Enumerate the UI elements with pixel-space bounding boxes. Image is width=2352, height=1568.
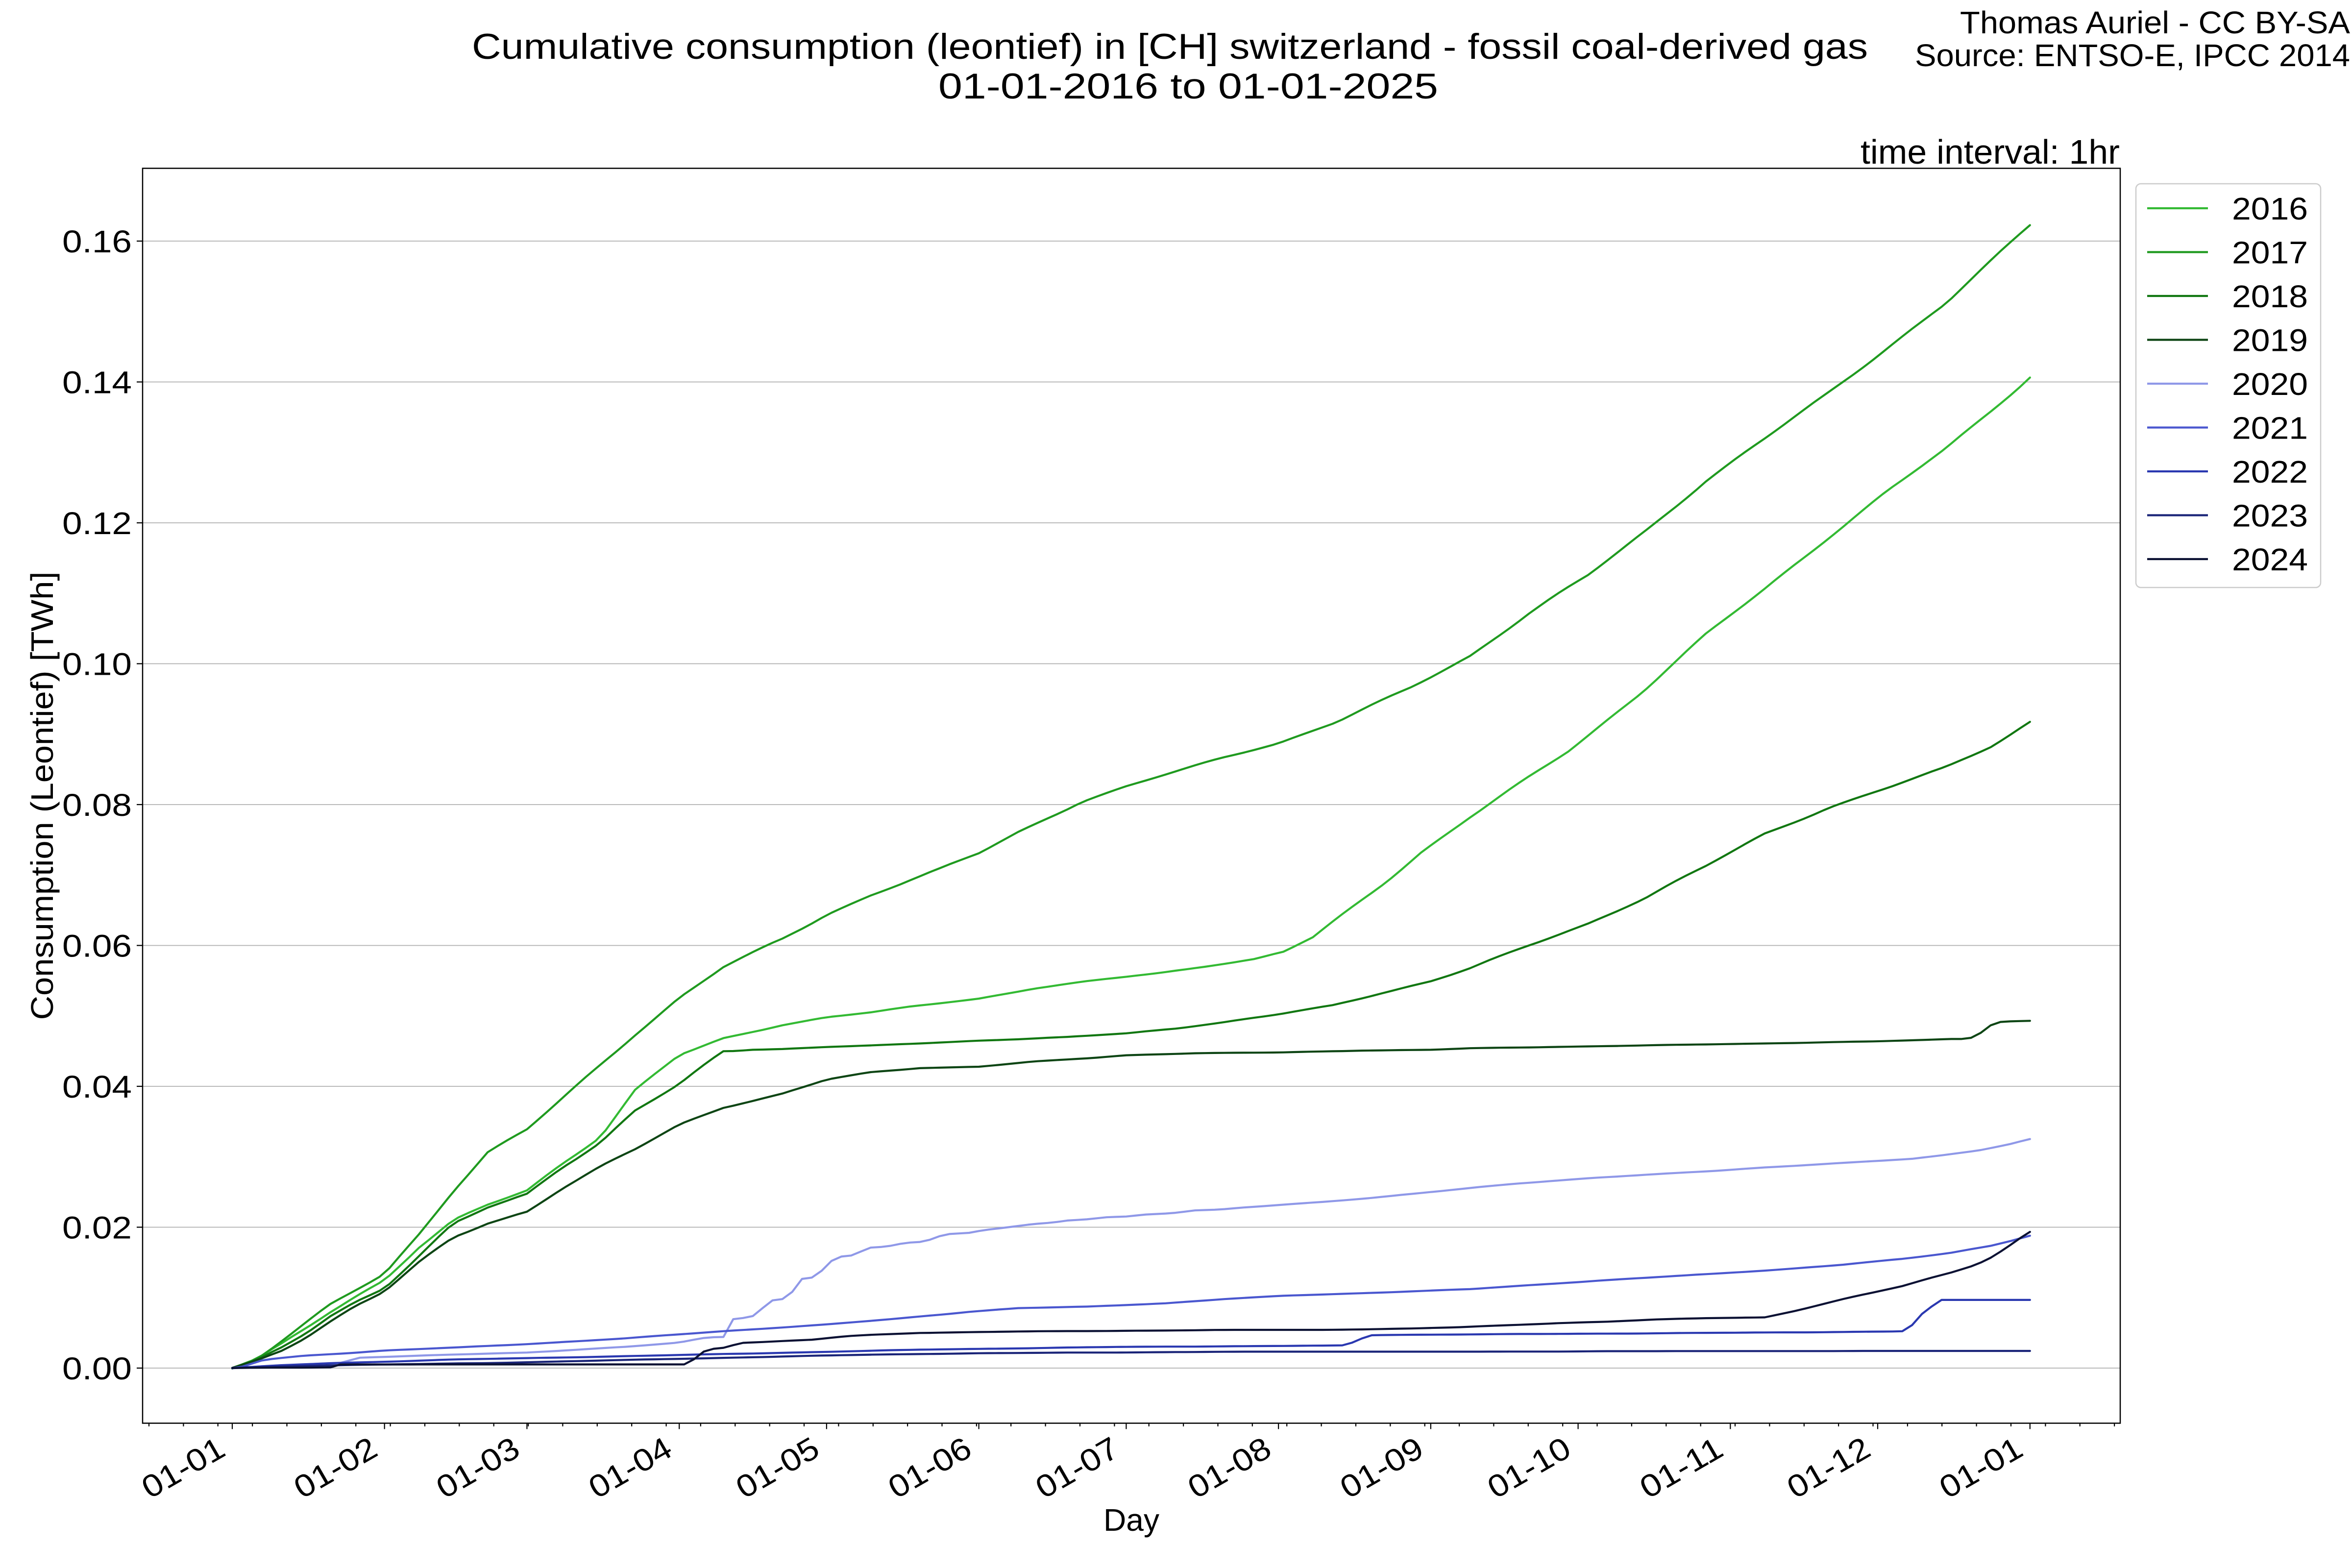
svg-text:0.14: 0.14 (62, 365, 132, 400)
svg-text:0.16: 0.16 (62, 224, 132, 259)
svg-text:2021: 2021 (2232, 411, 2308, 446)
svg-text:0.02: 0.02 (62, 1210, 132, 1246)
svg-text:Source: ENTSO-E, IPCC 2014: Source: ENTSO-E, IPCC 2014 (1915, 38, 2350, 73)
svg-text:01-01-2016 to 01-01-2025: 01-01-2016 to 01-01-2025 (938, 67, 1438, 106)
svg-text:0.04: 0.04 (62, 1069, 132, 1104)
svg-text:2020: 2020 (2232, 367, 2308, 402)
svg-text:2018: 2018 (2232, 279, 2308, 314)
svg-text:0.10: 0.10 (62, 647, 132, 682)
svg-text:Cumulative consumption (leonti: Cumulative consumption (leontief) in [CH… (472, 27, 1868, 67)
svg-text:Thomas Auriel - CC BY-SA: Thomas Auriel - CC BY-SA (1960, 5, 2350, 40)
svg-text:2022: 2022 (2232, 454, 2308, 490)
svg-text:Day: Day (1103, 1502, 1159, 1538)
svg-text:0.12: 0.12 (62, 506, 132, 541)
svg-text:time interval: 1hr: time interval: 1hr (1861, 133, 2120, 171)
svg-text:0.00: 0.00 (62, 1351, 132, 1386)
svg-text:0.06: 0.06 (62, 929, 132, 964)
svg-text:2016: 2016 (2232, 191, 2308, 226)
svg-text:2019: 2019 (2232, 323, 2308, 358)
svg-text:2017: 2017 (2232, 235, 2308, 270)
svg-text:2023: 2023 (2232, 498, 2308, 534)
svg-text:Consumption (Leontief) [TWh]: Consumption (Leontief) [TWh] (24, 572, 60, 1020)
svg-text:0.08: 0.08 (62, 787, 132, 823)
svg-text:2024: 2024 (2232, 542, 2308, 577)
